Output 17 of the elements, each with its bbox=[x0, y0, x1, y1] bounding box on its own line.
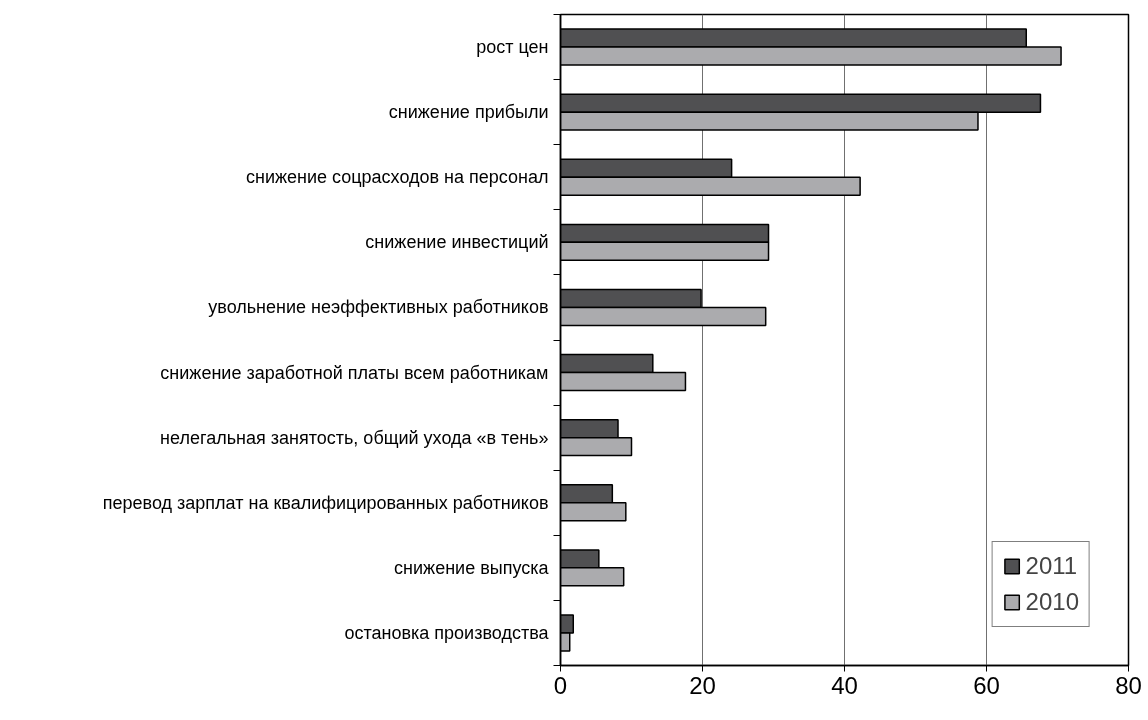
y-tick-label: увольнение неэффективных работников bbox=[208, 297, 549, 318]
x-tick-label: 80 bbox=[1115, 671, 1142, 699]
x-tick-label: 60 bbox=[973, 671, 1000, 699]
legend-label: 2010 bbox=[1025, 588, 1079, 616]
x-tick-label: 40 bbox=[831, 671, 858, 699]
y-tick-label: рост цен bbox=[476, 37, 549, 58]
y-tick-label: нелегальная занятость, общий ухода «в тень» bbox=[160, 427, 549, 448]
x-tick-label: 0 bbox=[553, 671, 568, 699]
y-tick-label: снижение выпуска bbox=[394, 557, 550, 578]
y-tick-label: снижение инвестиций bbox=[365, 232, 549, 253]
legend-label: 2011 bbox=[1025, 552, 1078, 580]
x-tick-label: 20 bbox=[689, 671, 716, 699]
y-tick-label: снижение прибыли bbox=[388, 102, 549, 123]
y-tick-label: снижение соцрасходов на персонал bbox=[246, 167, 549, 188]
y-tick-label: снижение заработной платы всем работникам bbox=[160, 362, 549, 383]
y-tick-label: перевод зарплат на квалифицированных работников bbox=[102, 492, 549, 513]
y-tick-label: остановка производства bbox=[344, 622, 550, 643]
